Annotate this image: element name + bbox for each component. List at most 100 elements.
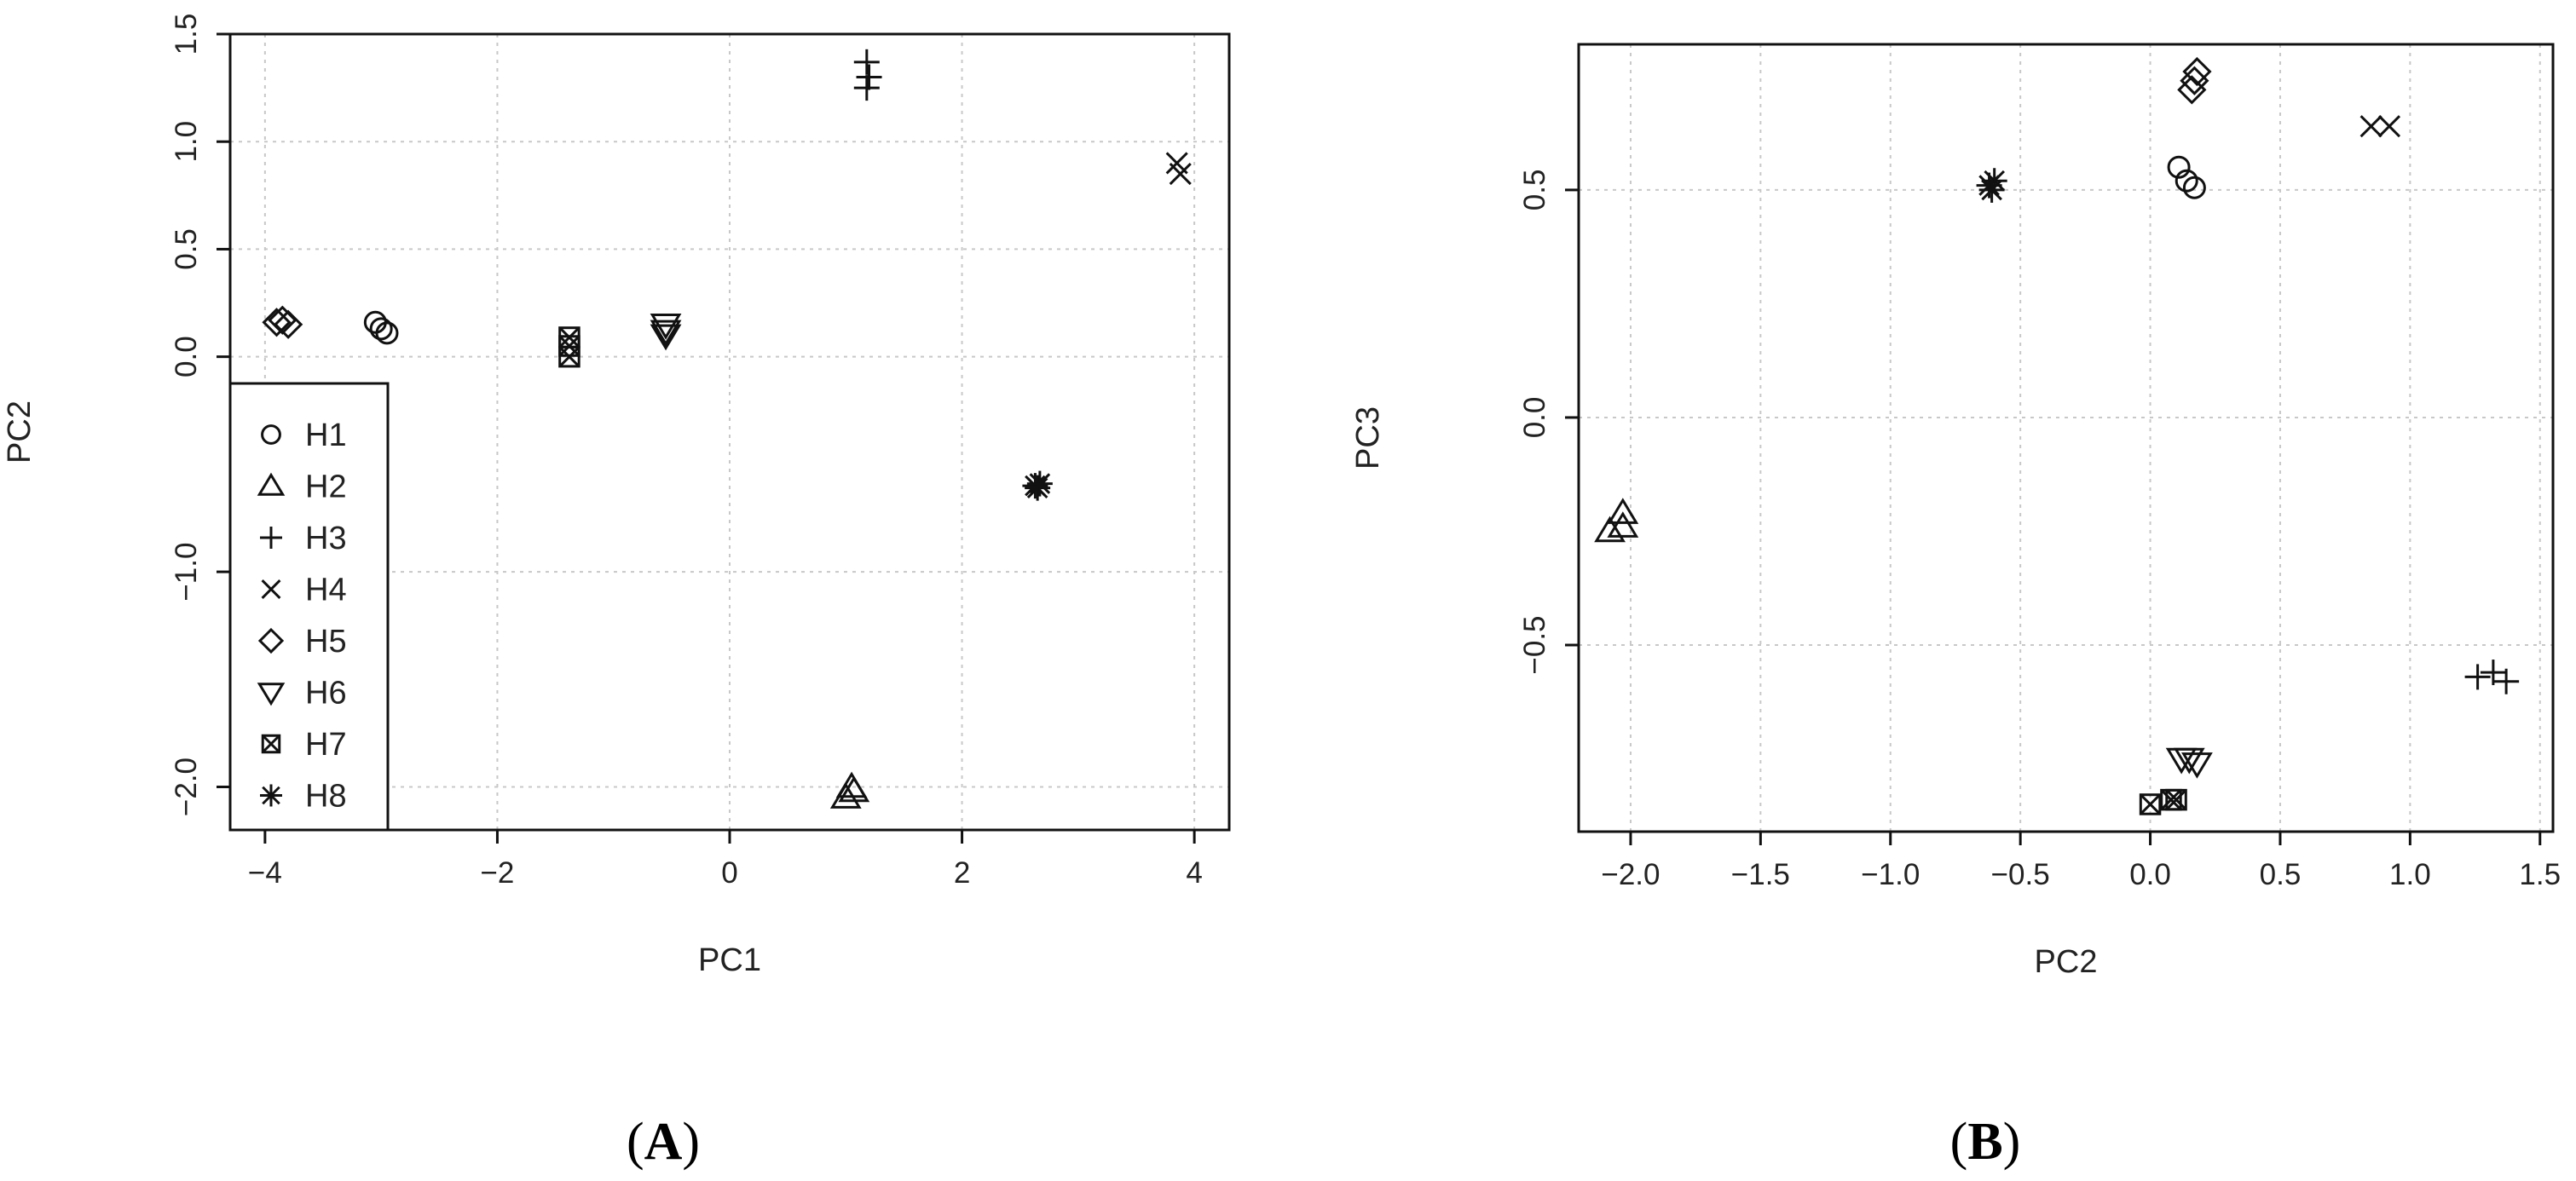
panel-a-point-h5 bbox=[274, 309, 303, 339]
panel-a-y-tick-label: 0.0 bbox=[170, 336, 203, 377]
panel-a-y-tick-label: 1.0 bbox=[170, 121, 203, 163]
panel-b-point-h2 bbox=[1607, 498, 1639, 524]
panel-b-point-h1 bbox=[2175, 169, 2198, 193]
panel-a-x-tick-label: −2 bbox=[480, 856, 514, 890]
panel-b-point-h4 bbox=[2359, 115, 2383, 138]
panel-a-legend-box bbox=[228, 382, 390, 832]
panel-a-series-h5 bbox=[262, 305, 303, 339]
panel-a-point-h3 bbox=[853, 49, 880, 75]
panel-label-b: (B) bbox=[1950, 1113, 2021, 1171]
panel-b-point-h5 bbox=[2177, 75, 2207, 105]
panel-b-x-tick-label: 0.5 bbox=[2260, 858, 2302, 891]
panel-b-series-h8 bbox=[1976, 168, 2007, 203]
panel-a-legend-marker-h4 bbox=[261, 579, 281, 599]
panel-a-legend-label-h3: H3 bbox=[305, 521, 347, 556]
panel-b-series-h2 bbox=[1594, 498, 1639, 543]
panel-a-series-h3 bbox=[853, 49, 882, 101]
panel-a-y-tick-label: −2.0 bbox=[170, 758, 203, 816]
panel-a-legend-marker-h6 bbox=[257, 683, 286, 706]
panel-b-frame bbox=[1577, 43, 2555, 833]
panel-a-point-h1 bbox=[375, 321, 399, 345]
panel-a-y-tick-label: −1.0 bbox=[170, 543, 203, 602]
panel-a-point-h3 bbox=[853, 75, 880, 101]
panel-a-x-tick-label: 0 bbox=[721, 856, 737, 890]
panel-b-series-h5 bbox=[2177, 56, 2212, 105]
panel-b-grid bbox=[1579, 44, 2553, 832]
panel-a-legend-marker-h3 bbox=[260, 527, 282, 549]
panel-a-legend-marker-h1 bbox=[261, 424, 281, 445]
panel-a-legend-label-h5: H5 bbox=[305, 624, 347, 660]
panel-a-point-h8 bbox=[1025, 475, 1051, 501]
panel-b-point-h8 bbox=[1978, 176, 2005, 203]
panel-a-y-tick-label: 0.5 bbox=[170, 228, 203, 270]
panel-a-series-h2 bbox=[829, 771, 870, 809]
panel-a-legend-label-h2: H2 bbox=[305, 470, 347, 505]
panel-a-point-h1 bbox=[369, 317, 393, 341]
panel-b-x-tick-label: 1.0 bbox=[2389, 858, 2431, 891]
panel-a-series-h6 bbox=[650, 314, 682, 351]
panel-b-series-h3 bbox=[2464, 660, 2520, 694]
panel-b-x-tick-label: 1.5 bbox=[2519, 858, 2561, 891]
panel-b-x-tick-label: 0.0 bbox=[2129, 858, 2171, 891]
panel-b-point-h5 bbox=[2182, 56, 2212, 87]
panel-b-point-h6 bbox=[2181, 752, 2213, 779]
panel-b-series-h7 bbox=[2139, 788, 2187, 815]
panel-a-legend-label-h6: H6 bbox=[305, 676, 347, 711]
panel-b-point-h7 bbox=[2165, 788, 2187, 811]
panel-a-point-h6 bbox=[650, 320, 682, 347]
panel-b-x-tick-label: −1.0 bbox=[1861, 858, 1920, 891]
panel-b-x-axis-title: PC2 bbox=[2035, 944, 2098, 980]
panel-a-x-axis-title: PC1 bbox=[698, 942, 761, 978]
panel-a-point-h7 bbox=[558, 345, 580, 368]
panel-b-point-h1 bbox=[2167, 155, 2191, 179]
panel-b-y-axis-title: PC3 bbox=[1350, 406, 1386, 470]
panel-b-x-tick-label: −0.5 bbox=[1991, 858, 2050, 891]
panel-a-legend-marker-h8 bbox=[260, 784, 282, 807]
panel-a-legend-label-h8: H8 bbox=[305, 779, 347, 815]
panel-a-legend-label-h4: H4 bbox=[305, 573, 347, 608]
panel-a-legend-label-h7: H7 bbox=[305, 727, 347, 763]
panel-b-point-h7 bbox=[2139, 793, 2162, 815]
panel-a-x-tick-label: 4 bbox=[1186, 856, 1202, 890]
panel-b-series-h1 bbox=[2167, 155, 2206, 199]
panel-b-plot: −2.0 −1.5 −1.0 −0.5 0.0 0.5 1.0 1.5 −0.5 0.0 0.5 PC… bbox=[1350, 43, 2561, 980]
panel-a-point-h6 bbox=[650, 324, 682, 351]
panel-b-x-tick-label: −1.5 bbox=[1731, 858, 1790, 891]
panel-a-legend-marker-h5 bbox=[257, 627, 285, 654]
panel-a-series-h7 bbox=[558, 326, 580, 368]
panel-b-point-h6 bbox=[2173, 747, 2205, 775]
panel-a-point-h8 bbox=[1026, 470, 1053, 497]
panel-b-point-h3 bbox=[2464, 664, 2491, 690]
panel-b-x-tick-label: −2.0 bbox=[1601, 858, 1660, 891]
panel-a-legend: H1 H2 H3 H4 H5 H6 H7 H8 bbox=[228, 382, 390, 832]
panel-b-point-h1 bbox=[2182, 176, 2206, 199]
panel-a-legend-marker-h7 bbox=[261, 734, 281, 754]
panel-a-legend-label-h1: H1 bbox=[305, 418, 347, 453]
panel-b-point-h4 bbox=[2377, 115, 2401, 138]
panel-b-point-h2 bbox=[1607, 511, 1639, 538]
panel-label-a: (A) bbox=[627, 1113, 700, 1171]
panel-b-point-h5 bbox=[2180, 66, 2209, 95]
panel-a-series-h8 bbox=[1022, 470, 1053, 501]
panel-a-y-axis-title: PC2 bbox=[2, 400, 38, 464]
panel-a-legend-marker-h2 bbox=[257, 472, 286, 496]
panel-b-y-tick-label: 0.0 bbox=[1518, 397, 1551, 439]
panel-b-series-h6 bbox=[2165, 747, 2213, 779]
panel-a-x-tick-label: 2 bbox=[954, 856, 970, 890]
panel-b-point-h3 bbox=[2480, 660, 2506, 686]
panel-b-series-h4 bbox=[2359, 115, 2401, 138]
panel-a-point-h3 bbox=[856, 64, 882, 90]
panel-a-series-h4 bbox=[1165, 152, 1192, 186]
panel-a-point-h5 bbox=[262, 308, 292, 337]
panel-a-point-h2 bbox=[835, 771, 868, 798]
panel-a-x-tick-label: −4 bbox=[248, 856, 282, 890]
panel-a-point-h1 bbox=[363, 310, 387, 334]
panel-b-y-tick-label: −0.5 bbox=[1518, 615, 1551, 674]
panel-a-point-h4 bbox=[1169, 163, 1192, 186]
panel-a-y-tick-label: 1.5 bbox=[170, 14, 203, 55]
panel-b-point-h3 bbox=[2493, 668, 2520, 694]
panel-b-y-tick-label: 0.5 bbox=[1518, 170, 1551, 211]
panel-b-point-h2 bbox=[1594, 516, 1626, 543]
